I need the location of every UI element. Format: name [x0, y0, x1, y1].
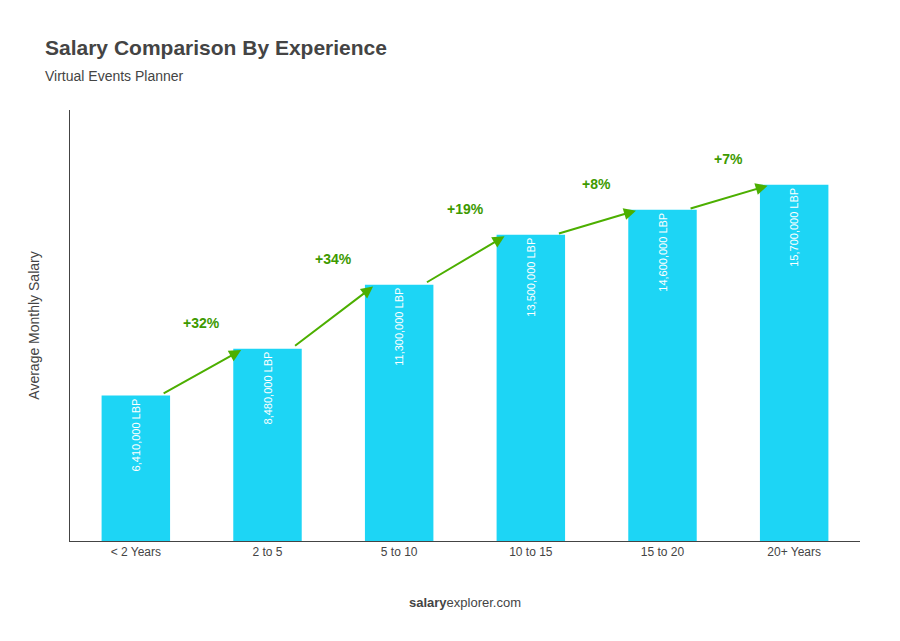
svg-text:Salary Comparison By Experienc: Salary Comparison By Experience	[45, 36, 387, 59]
svg-text:5 to 10: 5 to 10	[381, 545, 418, 559]
svg-text:Virtual Events Planner: Virtual Events Planner	[45, 68, 184, 84]
svg-text:20+ Years: 20+ Years	[767, 545, 821, 559]
svg-text:15,700,000 LBP: 15,700,000 LBP	[788, 188, 800, 267]
svg-text:6,410,000 LBP: 6,410,000 LBP	[130, 399, 142, 472]
svg-text:11,300,000 LBP: 11,300,000 LBP	[393, 288, 405, 366]
svg-text:+7%: +7%	[714, 151, 743, 167]
svg-text:+8%: +8%	[582, 176, 611, 192]
svg-text:10 to 15: 10 to 15	[509, 545, 553, 559]
svg-text:< 2 Years: < 2 Years	[111, 545, 161, 559]
svg-text:Average Monthly Salary: Average Monthly Salary	[26, 251, 42, 399]
svg-text:+34%: +34%	[315, 251, 352, 267]
svg-text:8,480,000 LBP: 8,480,000 LBP	[262, 352, 274, 425]
svg-text:14,600,000 LBP: 14,600,000 LBP	[657, 213, 669, 292]
svg-text:15 to 20: 15 to 20	[641, 545, 685, 559]
svg-text:salaryexplorer.com: salaryexplorer.com	[409, 595, 521, 610]
svg-text:13,500,000 LBP: 13,500,000 LBP	[525, 238, 537, 317]
svg-text:2 to 5: 2 to 5	[252, 545, 282, 559]
svg-text:+19%: +19%	[447, 201, 484, 217]
svg-text:+32%: +32%	[183, 315, 220, 331]
